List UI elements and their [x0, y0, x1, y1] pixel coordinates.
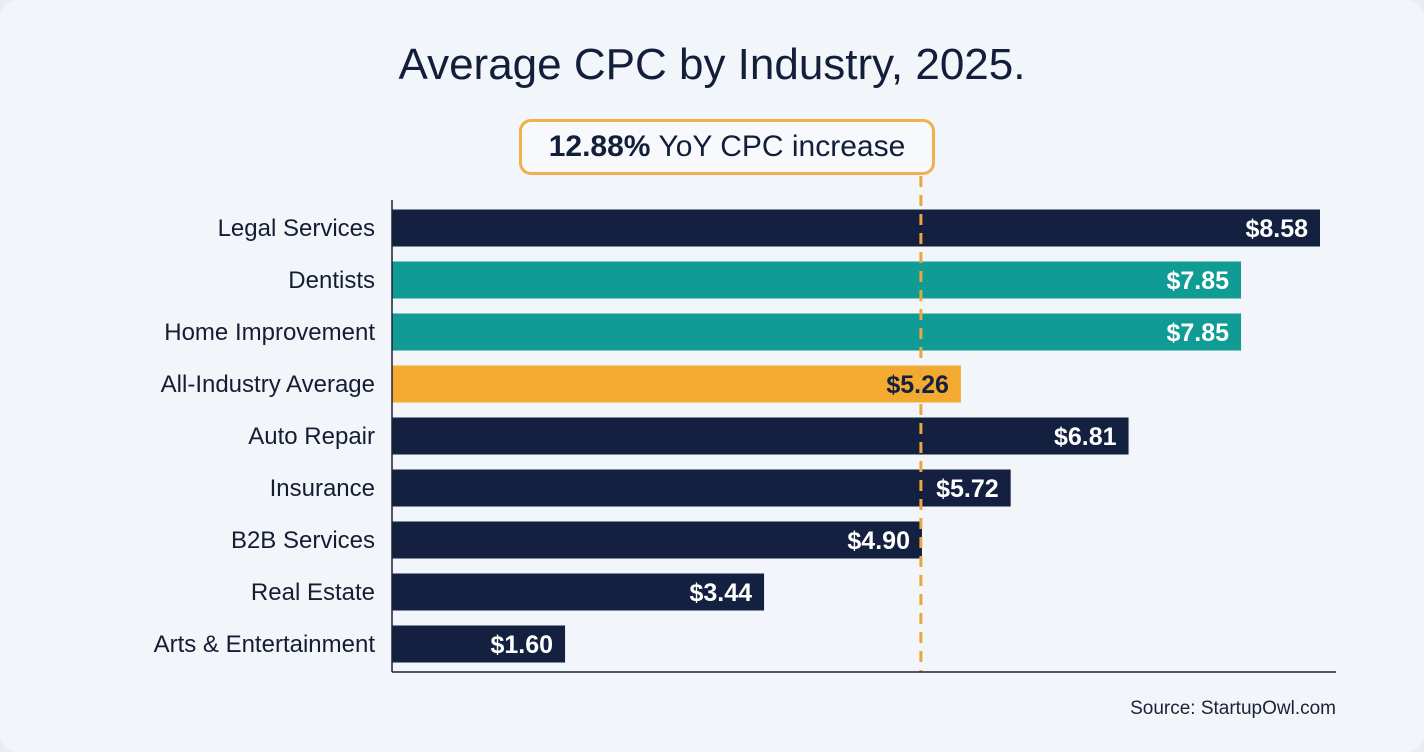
value-label: $7.85: [1166, 267, 1229, 295]
value-label: $6.81: [1054, 423, 1117, 451]
callout-value: 12.88%: [548, 130, 651, 163]
value-label: $8.58: [1245, 215, 1308, 243]
category-label: Auto Repair: [248, 423, 375, 450]
category-label: Dentists: [288, 267, 375, 294]
category-label: Legal Services: [218, 215, 375, 242]
category-label: Home Improvement: [164, 319, 375, 346]
category-label: Insurance: [270, 475, 375, 502]
category-label: B2B Services: [231, 527, 375, 554]
bar: [392, 573, 765, 611]
value-label: $5.26: [886, 371, 949, 399]
bar: [392, 365, 961, 403]
source-note: Source: StartupOwl.com: [1130, 698, 1336, 719]
callout-text: YoY CPC increase: [658, 130, 906, 163]
bar: [392, 417, 1129, 455]
bar: [392, 469, 1011, 507]
value-label: $5.72: [936, 475, 999, 503]
bar: [392, 313, 1242, 351]
value-label: $1.60: [490, 631, 553, 659]
category-label: Real Estate: [251, 579, 375, 606]
value-label: $4.90: [847, 527, 910, 555]
category-label: All-Industry Average: [161, 371, 375, 398]
chart-title: Average CPC by Industry, 2025.: [398, 40, 1026, 89]
yoy-callout: 12.88% YoY CPC increase: [519, 119, 935, 175]
value-label: $7.85: [1166, 319, 1229, 347]
bar: [392, 209, 1320, 247]
value-label: $3.44: [690, 579, 753, 607]
bar: [392, 625, 566, 663]
bar: [392, 261, 1242, 299]
bar: [392, 521, 922, 559]
category-label: Arts & Entertainment: [154, 631, 376, 658]
